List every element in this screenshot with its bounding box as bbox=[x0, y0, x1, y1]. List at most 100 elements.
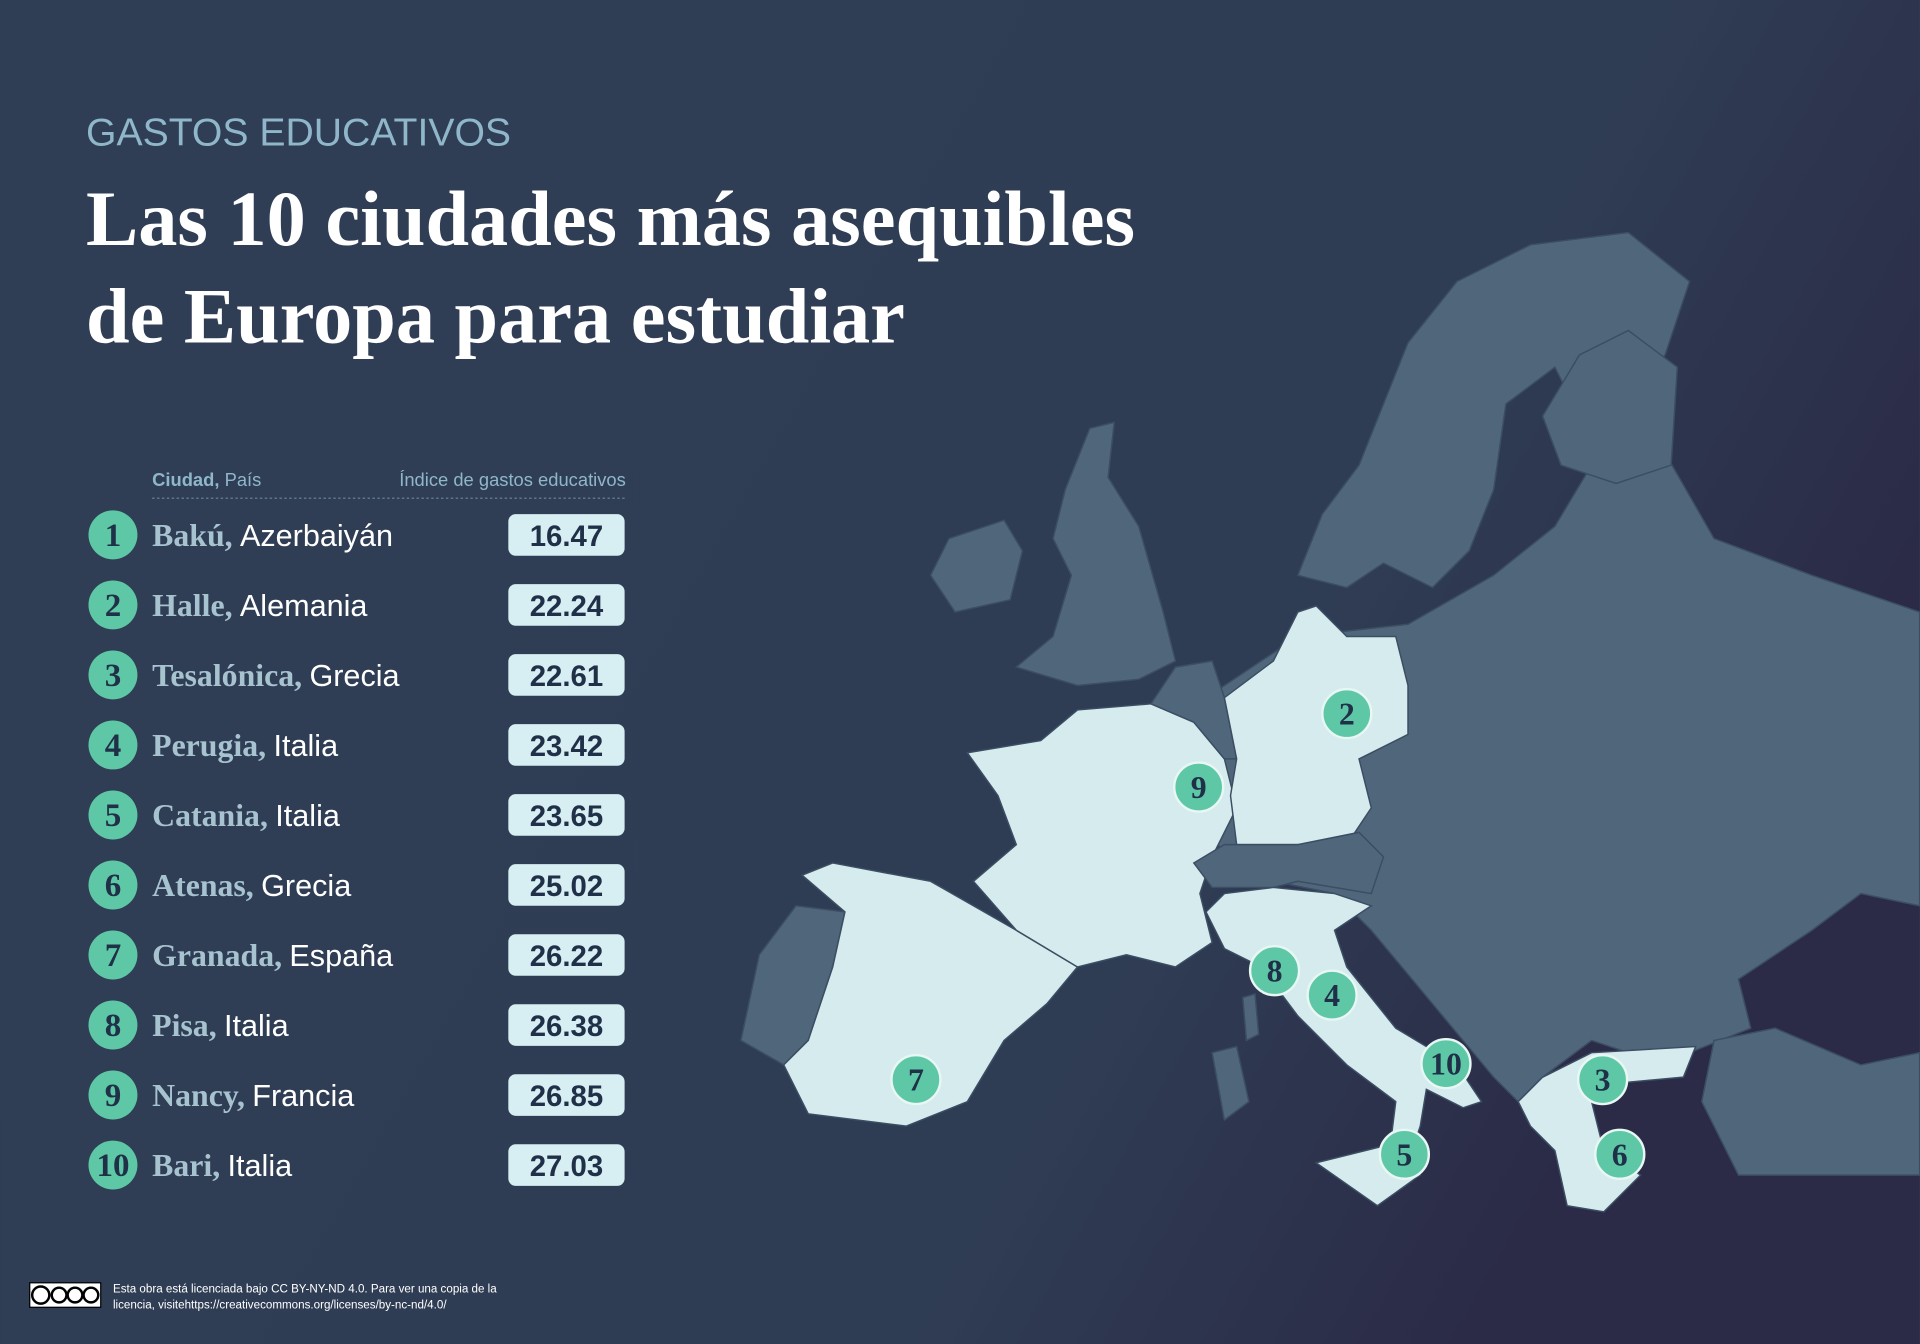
map-marker-label: 6 bbox=[1612, 1137, 1628, 1172]
country: Grecia bbox=[261, 869, 352, 903]
rank-badge bbox=[88, 860, 138, 910]
map-marker-label: 5 bbox=[1396, 1137, 1412, 1172]
index-value: 22.24 bbox=[530, 590, 604, 623]
index-box bbox=[508, 514, 625, 556]
city: Tesalónica, bbox=[152, 658, 302, 693]
rank-badge bbox=[88, 790, 138, 840]
city: Catania, bbox=[152, 798, 268, 833]
finland bbox=[1541, 329, 1679, 485]
map-marker bbox=[1576, 1053, 1629, 1106]
rank-number: 5 bbox=[105, 798, 122, 834]
country: Italia bbox=[224, 1009, 290, 1043]
index-box bbox=[508, 654, 625, 696]
city: Bakú, bbox=[152, 518, 232, 553]
cc-icon bbox=[29, 1282, 102, 1308]
index-box bbox=[508, 864, 625, 906]
country: Italia bbox=[228, 1149, 294, 1183]
row-label: Granada, España bbox=[152, 938, 394, 973]
index-box bbox=[508, 1144, 625, 1186]
map-marker-label: 7 bbox=[908, 1063, 924, 1098]
column-country: País bbox=[225, 469, 262, 490]
country: Azerbaiyán bbox=[240, 519, 393, 553]
map-markers: 2 3 4 5 6 7 8 9 10 bbox=[890, 687, 1646, 1180]
column-header: Ciudad, País bbox=[152, 469, 261, 490]
index-box bbox=[508, 1004, 625, 1046]
rank-number: 2 bbox=[105, 588, 122, 624]
country: Francia bbox=[252, 1079, 355, 1113]
index-value: 27.03 bbox=[530, 1150, 603, 1183]
greece bbox=[1517, 1045, 1697, 1213]
united-kingdom bbox=[1014, 421, 1177, 687]
rank-badge bbox=[88, 510, 138, 560]
city: Halle, bbox=[152, 588, 232, 623]
index-value: 23.42 bbox=[530, 730, 603, 763]
map-marker bbox=[1594, 1128, 1646, 1180]
map-marker bbox=[1248, 944, 1301, 997]
country: Italia bbox=[275, 799, 341, 833]
index-box bbox=[508, 724, 625, 766]
cc-circle bbox=[30, 1285, 51, 1305]
rank-badge bbox=[88, 650, 138, 700]
sardinia bbox=[1211, 1045, 1250, 1122]
row-label: Bari, Italia bbox=[152, 1148, 293, 1183]
rank-badge bbox=[88, 1000, 138, 1050]
index-box bbox=[508, 584, 625, 626]
kicker: GASTOS EDUCATIVOS bbox=[86, 112, 511, 155]
row-label: Perugia, Italia bbox=[152, 728, 339, 763]
map-marker-label: 4 bbox=[1324, 978, 1340, 1013]
index-value: 26.85 bbox=[530, 1080, 603, 1113]
index-box bbox=[508, 794, 625, 836]
rank-badge bbox=[88, 580, 138, 630]
row-label: Tesalónica, Grecia bbox=[152, 658, 400, 693]
rank-number: 6 bbox=[105, 868, 122, 904]
map bbox=[740, 231, 1920, 1213]
city: Bari, bbox=[152, 1148, 220, 1183]
map-marker-label: 2 bbox=[1339, 697, 1355, 732]
country: Italia bbox=[273, 729, 339, 763]
column-index: Índice de gastos educativos bbox=[399, 469, 626, 490]
title-line: de Europa para estudiar bbox=[86, 273, 905, 360]
row-label: Bakú, Azerbaiyán bbox=[152, 518, 393, 553]
row-label: Nancy, Francia bbox=[152, 1078, 355, 1113]
alps bbox=[1192, 831, 1385, 895]
title-line: Las 10 ciudades más asequibles bbox=[86, 175, 1135, 262]
map-marker bbox=[1378, 1128, 1431, 1180]
map-marker bbox=[1306, 969, 1358, 1021]
row-label: Halle, Alemania bbox=[152, 588, 368, 623]
rank-number: 7 bbox=[105, 938, 122, 974]
index-value: 16.47 bbox=[530, 520, 603, 553]
rank-number: 4 bbox=[105, 728, 122, 764]
index-box bbox=[508, 934, 625, 976]
rank-number: 3 bbox=[105, 658, 122, 694]
rank-number: 1 bbox=[105, 518, 122, 554]
country: España bbox=[289, 939, 394, 973]
row-label: Pisa, Italia bbox=[152, 1008, 289, 1043]
country: Grecia bbox=[309, 659, 400, 693]
row-label: Catania, Italia bbox=[152, 798, 341, 833]
germany bbox=[1223, 605, 1409, 846]
rank-badge bbox=[88, 720, 138, 770]
corsica bbox=[1241, 992, 1260, 1042]
map-marker bbox=[1420, 1037, 1472, 1090]
rank-badge bbox=[88, 1070, 138, 1120]
index-value: 26.38 bbox=[530, 1010, 603, 1043]
city: Atenas, bbox=[152, 868, 254, 903]
country: Alemania bbox=[240, 589, 369, 623]
rank-number: 8 bbox=[105, 1008, 122, 1044]
license-text: licencia, visitehttps://creativecommons.… bbox=[113, 1299, 447, 1312]
city: Granada, bbox=[152, 938, 282, 973]
row-label: Atenas, Grecia bbox=[152, 868, 352, 903]
rank-badge bbox=[88, 1140, 138, 1190]
rank-badge bbox=[88, 930, 138, 980]
map-marker-label: 8 bbox=[1267, 954, 1283, 989]
index-value: 23.65 bbox=[530, 800, 603, 833]
index-value: 22.61 bbox=[530, 660, 603, 693]
rank-number: 9 bbox=[105, 1078, 122, 1114]
cc-circle bbox=[82, 1286, 100, 1304]
map-marker bbox=[1172, 761, 1225, 813]
city: Pisa, bbox=[152, 1008, 217, 1043]
city: Perugia, bbox=[152, 728, 266, 763]
map-marker bbox=[1321, 687, 1373, 740]
map-marker bbox=[890, 1053, 942, 1106]
